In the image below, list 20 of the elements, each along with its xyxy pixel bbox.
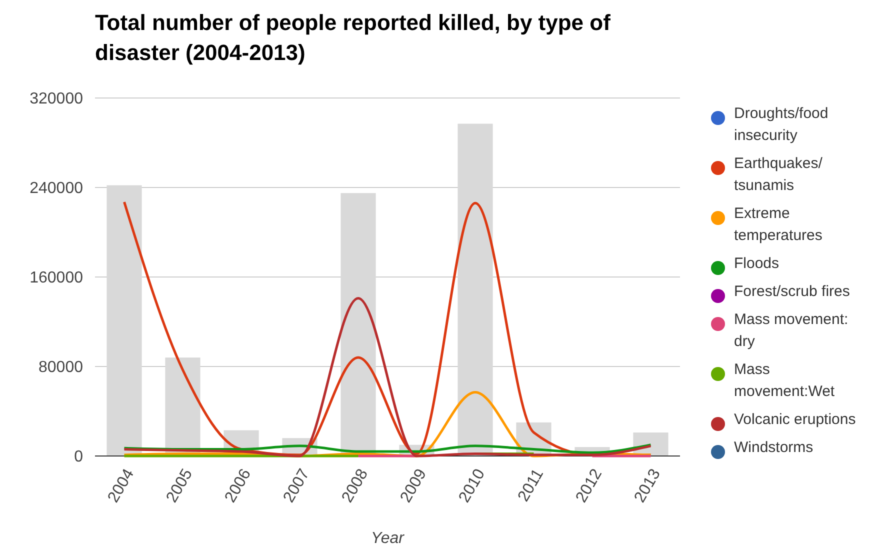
chart-title: Total number of people reported killed, by type of disaster (2004-2013) — [95, 10, 612, 65]
legend-label: Floods — [734, 255, 780, 272]
line-series — [123, 297, 652, 458]
legend-label: Earthquakes/tsunamis — [734, 155, 824, 194]
legend-label: Windstorms — [734, 439, 814, 456]
y-tick-label: 320000 — [30, 90, 84, 108]
bar — [458, 124, 493, 456]
legend-label: Forest/scrub fires — [734, 283, 850, 300]
y-tick-label: 0 — [74, 448, 84, 466]
legend-label: Mass movement: dry — [734, 311, 848, 350]
y-tick-label: 80000 — [38, 359, 84, 376]
y-tick-label: 160000 — [30, 270, 84, 287]
y-tick-label: 240000 — [30, 180, 84, 198]
bar — [106, 185, 142, 456]
legend-label: Extreme temperatures — [734, 205, 822, 244]
legend-label: Droughts/food insecurity — [734, 105, 828, 144]
legend-label: Mass movement:Wet — [734, 361, 836, 400]
x-axis-title: Year — [371, 530, 405, 547]
bar — [340, 193, 376, 456]
legend-label: Volcanic eruptions — [734, 411, 856, 428]
